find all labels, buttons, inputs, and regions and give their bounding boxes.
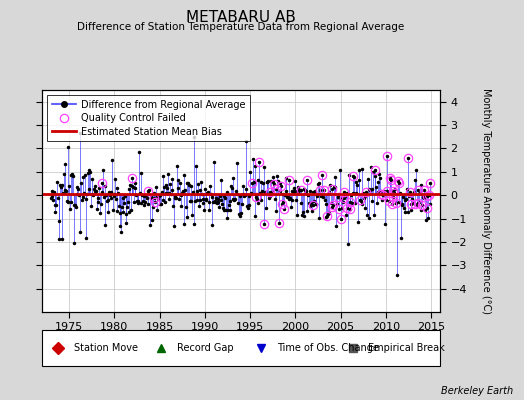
- Text: Empirical Break: Empirical Break: [368, 343, 445, 353]
- Text: METABARU AB: METABARU AB: [186, 10, 296, 25]
- Text: Berkeley Earth: Berkeley Earth: [441, 386, 514, 396]
- FancyBboxPatch shape: [42, 330, 440, 366]
- Y-axis label: Monthly Temperature Anomaly Difference (°C): Monthly Temperature Anomaly Difference (…: [481, 88, 491, 314]
- Legend: Difference from Regional Average, Quality Control Failed, Estimated Station Mean: Difference from Regional Average, Qualit…: [47, 95, 250, 141]
- Text: Record Gap: Record Gap: [177, 343, 234, 353]
- Text: Station Move: Station Move: [74, 343, 138, 353]
- Text: Time of Obs. Change: Time of Obs. Change: [277, 343, 379, 353]
- Text: Difference of Station Temperature Data from Regional Average: Difference of Station Temperature Data f…: [78, 22, 405, 32]
